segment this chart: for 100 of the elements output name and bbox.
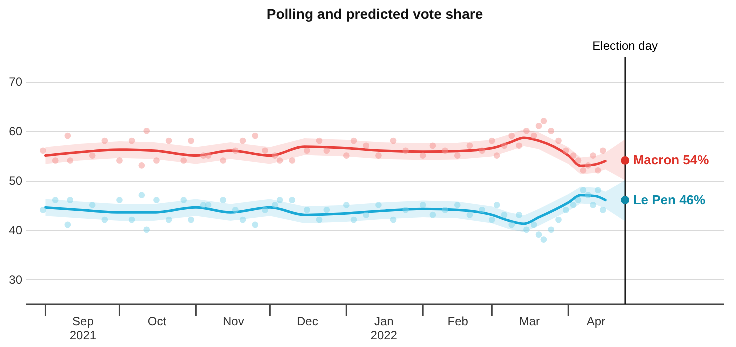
point [580, 167, 587, 174]
point [575, 158, 582, 164]
point [138, 162, 146, 169]
point [220, 197, 226, 204]
point [430, 212, 436, 218]
point [128, 138, 136, 144]
ref-line-label: Election day [592, 39, 658, 53]
point [536, 123, 542, 130]
point [205, 152, 212, 159]
point [166, 216, 172, 224]
point [166, 138, 172, 144]
point [494, 202, 500, 208]
series-label: Macron 54% [633, 152, 710, 168]
point [89, 152, 96, 159]
y-tick-label: 40 [9, 223, 23, 238]
point [430, 142, 436, 150]
point [590, 152, 596, 159]
point [570, 202, 577, 208]
point [289, 197, 296, 204]
point [402, 206, 409, 214]
point [324, 148, 330, 154]
point [262, 148, 268, 154]
point [585, 192, 592, 198]
x-tick-label: Apr [586, 314, 606, 328]
point [420, 202, 426, 208]
point [488, 138, 496, 144]
point [67, 158, 74, 164]
point [304, 206, 310, 214]
chart-title: Polling and predicted vote share [266, 6, 484, 22]
point [272, 152, 278, 159]
point [479, 206, 486, 214]
point [252, 222, 259, 228]
point [289, 158, 296, 164]
point [402, 148, 409, 154]
point [180, 158, 188, 164]
x-tick-label: Oct [148, 314, 168, 328]
y-tick-label: 50 [9, 174, 23, 188]
point [363, 142, 370, 150]
point [276, 197, 284, 204]
point [536, 232, 542, 238]
point [116, 158, 123, 164]
point [343, 152, 350, 159]
point [479, 148, 486, 154]
y-tick-label: 70 [9, 75, 23, 90]
point [52, 158, 59, 164]
point [343, 202, 350, 208]
point [324, 206, 330, 214]
point [494, 152, 500, 159]
point [390, 216, 397, 224]
point [128, 216, 136, 224]
series-label: Le Pen 46% [633, 192, 706, 208]
point [488, 216, 496, 224]
point [595, 167, 602, 174]
point [590, 202, 596, 208]
point [350, 138, 358, 144]
point [575, 197, 582, 204]
y-tick-label: 60 [9, 124, 23, 139]
point [116, 197, 123, 204]
x-tick-label: Jan 2022 [370, 314, 398, 342]
x-tick-label: Feb [448, 314, 469, 328]
point [508, 132, 516, 140]
point [252, 132, 259, 140]
point [508, 222, 516, 228]
point [67, 197, 74, 204]
point [454, 202, 461, 208]
point [304, 148, 310, 154]
line-series [44, 136, 607, 168]
point [442, 148, 448, 154]
point [556, 138, 562, 144]
point [570, 152, 577, 159]
point [64, 222, 72, 228]
point [363, 212, 370, 218]
point [144, 128, 150, 134]
point [154, 158, 160, 164]
point [102, 138, 108, 144]
point [420, 152, 426, 159]
point [154, 197, 160, 204]
point [350, 216, 358, 224]
point [530, 132, 538, 140]
point [540, 236, 548, 243]
point [276, 158, 284, 164]
point [454, 152, 461, 159]
point [40, 206, 46, 214]
point [562, 148, 570, 154]
point [501, 142, 508, 150]
point [585, 162, 592, 169]
point [595, 187, 602, 194]
point [232, 148, 239, 154]
point [442, 206, 448, 214]
point [524, 226, 530, 234]
point [220, 158, 226, 164]
point [548, 128, 555, 134]
x-tick-label: Dec [297, 314, 318, 328]
point [376, 152, 382, 159]
point [556, 216, 562, 224]
point [548, 226, 555, 234]
point [232, 206, 239, 214]
point [376, 202, 382, 208]
point [240, 216, 246, 224]
point [40, 148, 46, 154]
